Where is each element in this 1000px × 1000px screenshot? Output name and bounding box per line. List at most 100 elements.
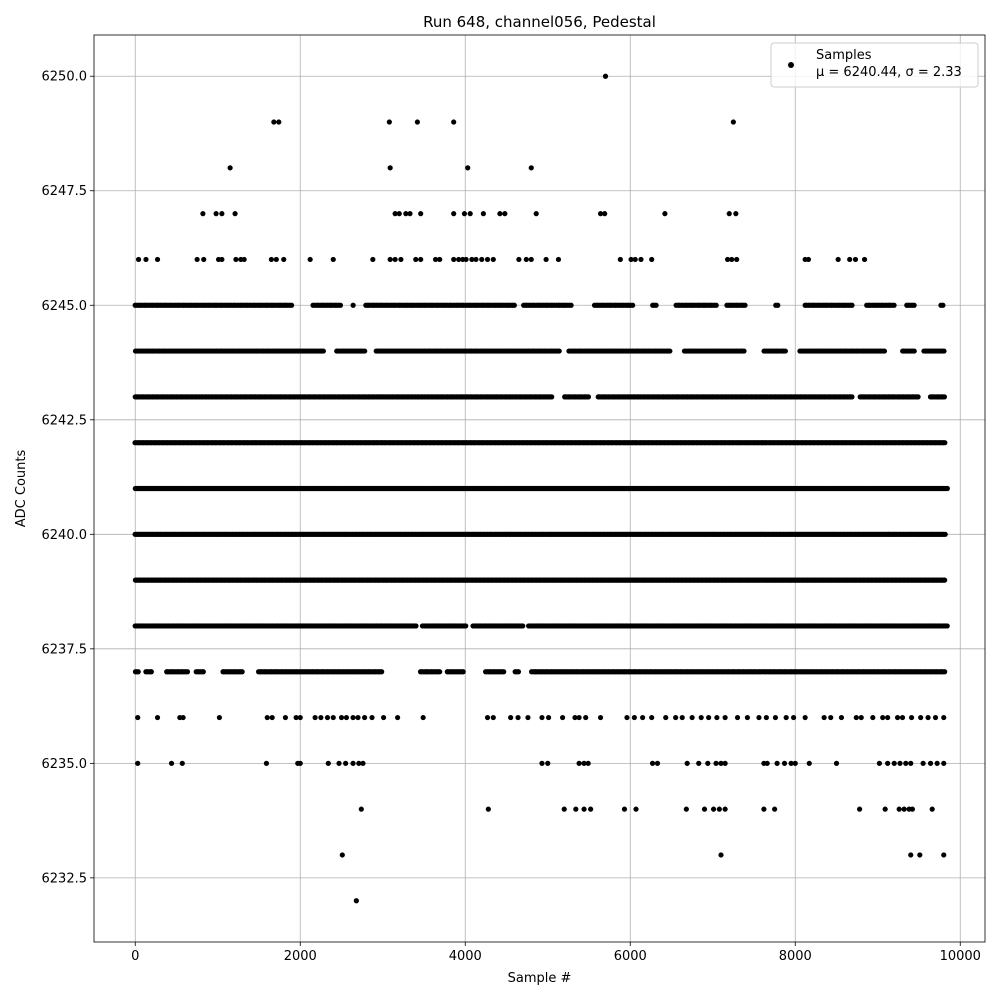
data-point (927, 760, 934, 766)
data-point (885, 760, 891, 766)
data-point (407, 211, 413, 217)
data-point (572, 714, 578, 721)
data-point (337, 302, 344, 308)
data-point (662, 211, 668, 217)
data-points (132, 73, 950, 904)
data-point (908, 852, 914, 858)
data-point (631, 714, 637, 721)
data-point (761, 806, 767, 812)
data-point (718, 760, 724, 766)
data-point (549, 394, 555, 400)
data-point (729, 256, 735, 263)
data-point (896, 806, 902, 812)
data-point (673, 714, 679, 721)
data-point (940, 302, 946, 308)
data-point (232, 211, 238, 217)
data-point (273, 256, 279, 263)
data-point (734, 256, 740, 263)
data-point (263, 760, 270, 766)
data-point (588, 806, 594, 812)
data-point (576, 760, 582, 766)
data-point (710, 806, 717, 812)
data-point (362, 348, 368, 354)
data-point (135, 760, 141, 766)
data-point (297, 760, 303, 766)
data-point (386, 119, 392, 125)
data-point (763, 714, 769, 721)
data-point (683, 806, 689, 812)
data-point (508, 714, 514, 721)
data-point (465, 165, 471, 171)
data-point (772, 714, 779, 721)
data-point (602, 211, 608, 217)
data-point (663, 714, 669, 721)
data-point (312, 714, 318, 721)
data-point (320, 348, 326, 354)
data-point (528, 256, 534, 263)
data-point (484, 714, 491, 721)
data-point (788, 760, 794, 766)
data-point (632, 256, 638, 263)
data-point (730, 119, 736, 125)
data-point (805, 256, 812, 263)
data-point (742, 302, 748, 308)
data-point (597, 714, 604, 721)
data-point (576, 714, 582, 721)
data-point (392, 256, 398, 263)
data-point (901, 806, 907, 812)
data-point (741, 348, 747, 354)
data-point (276, 119, 282, 125)
data-point (624, 714, 630, 721)
data-point (338, 714, 345, 721)
data-point (336, 760, 342, 766)
data-point (413, 256, 419, 263)
data-point (920, 760, 926, 766)
data-point (802, 714, 808, 721)
data-point (282, 714, 288, 721)
data-point (135, 256, 142, 263)
data-point (523, 256, 529, 263)
data-point (227, 165, 233, 171)
data-point (396, 211, 402, 217)
data-point (718, 852, 724, 858)
data-point (387, 256, 393, 263)
data-point (516, 256, 522, 263)
data-point (497, 211, 503, 217)
data-point (633, 806, 639, 812)
data-point (413, 623, 419, 629)
data-point (233, 256, 239, 263)
data-point (403, 211, 409, 217)
data-point (882, 806, 888, 812)
data-point (894, 714, 901, 721)
data-point (828, 714, 834, 721)
data-point (908, 714, 915, 721)
data-point (764, 760, 770, 766)
data-point (343, 760, 349, 766)
data-point (418, 211, 424, 217)
data-point (941, 394, 948, 400)
data-point (722, 760, 728, 766)
data-point (585, 760, 591, 766)
data-point (216, 714, 222, 721)
data-point (479, 256, 485, 263)
data-point (774, 760, 780, 766)
data-point (511, 302, 517, 308)
data-point (698, 714, 704, 721)
data-point (649, 714, 655, 721)
data-point (533, 211, 539, 217)
data-point (838, 714, 845, 721)
data-point (806, 760, 812, 766)
data-point (288, 302, 295, 308)
data-point (318, 714, 324, 721)
data-point (597, 211, 604, 217)
data-point (783, 714, 789, 721)
data-point (581, 760, 587, 766)
data-point (756, 714, 762, 721)
data-point (891, 302, 897, 308)
data-point (640, 714, 646, 721)
data-point (355, 714, 361, 721)
data-point (908, 760, 914, 766)
data-point (792, 760, 798, 766)
data-point (853, 714, 859, 721)
data-point (307, 256, 313, 263)
